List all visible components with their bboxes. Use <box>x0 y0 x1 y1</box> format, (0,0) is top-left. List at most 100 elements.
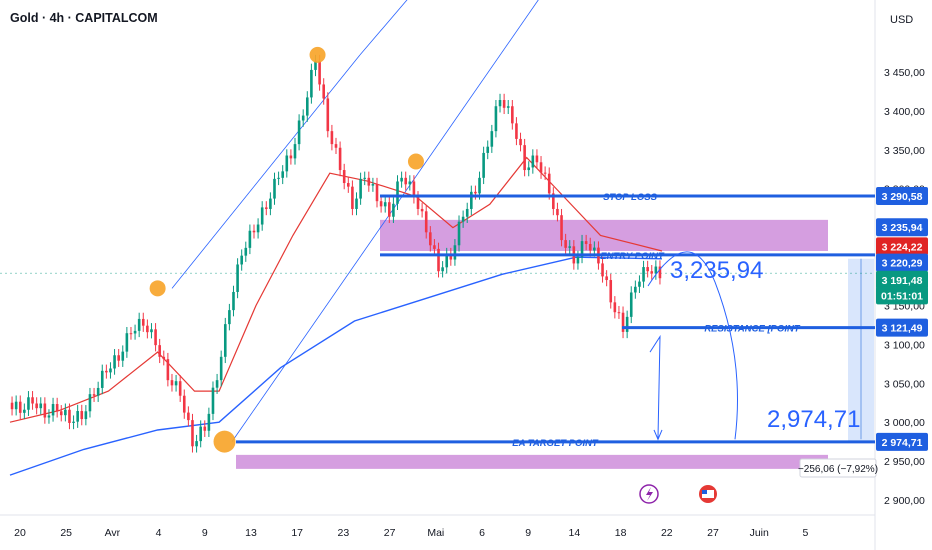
y-tick-label: 2 950,00 <box>884 456 925 468</box>
x-tick-label: 22 <box>661 527 673 539</box>
candle-body <box>35 403 38 409</box>
candle-body <box>519 138 522 146</box>
candle-body <box>182 395 186 413</box>
flag-icon-stripes[interactable] <box>702 490 714 498</box>
candle-body <box>388 202 391 217</box>
candle-body <box>420 208 424 212</box>
price-badge-3224 <box>876 237 928 256</box>
swing-point-4 <box>407 153 424 170</box>
candle-body <box>162 356 166 360</box>
candle-body <box>363 177 367 179</box>
candle-body <box>412 181 416 198</box>
price-badge-3191 <box>876 270 928 289</box>
candle-body <box>121 351 125 361</box>
candle-body <box>543 172 547 174</box>
candle-body <box>51 404 55 416</box>
candle-body <box>178 381 182 396</box>
candle-body <box>211 387 215 414</box>
candle-body <box>289 155 293 159</box>
candle-body <box>166 359 170 381</box>
candle-body <box>584 241 588 244</box>
candle-body <box>297 120 301 145</box>
candle-body <box>96 387 100 396</box>
candle-body <box>351 186 354 209</box>
price-badge-timer-text: 01:51:01 <box>881 290 923 302</box>
candle-body <box>539 162 543 173</box>
candle-body <box>80 411 84 420</box>
candle-body <box>330 131 334 145</box>
candle-body <box>137 318 141 331</box>
candle-body <box>375 184 379 202</box>
candle-body <box>14 401 18 410</box>
candle-body <box>170 380 174 386</box>
candle-body <box>195 441 198 447</box>
candle-body <box>355 198 358 209</box>
candle-body <box>154 329 157 346</box>
candle-body <box>199 426 202 442</box>
candle-body <box>465 208 469 217</box>
candle-body <box>527 167 531 171</box>
ema-200-line <box>9 256 663 476</box>
currency-label[interactable]: USD <box>890 14 914 26</box>
candle-body <box>470 191 473 209</box>
supply-zone <box>380 219 828 251</box>
price-badge-3224-text: 3 224,22 <box>882 241 923 253</box>
candle-body <box>236 264 239 292</box>
candle-body <box>457 221 461 246</box>
candle-body <box>39 403 43 409</box>
candle-body <box>207 413 211 431</box>
candle-body <box>23 409 26 413</box>
candle-body <box>347 183 350 187</box>
x-tick-label: 4 <box>156 527 162 539</box>
candle-body <box>367 177 371 186</box>
arrow-head <box>653 429 663 441</box>
candle-body <box>400 177 403 182</box>
lightning-icon-glyph[interactable] <box>646 487 653 501</box>
x-tick-label: Mai <box>427 527 444 539</box>
candle-body <box>437 248 440 272</box>
price-badge-timer <box>876 286 928 305</box>
candle-body <box>133 330 137 334</box>
y-tick-label: 3 350,00 <box>884 145 925 157</box>
candle-body <box>392 203 395 217</box>
candle-body <box>174 381 178 386</box>
candle-body <box>100 370 104 388</box>
candle-body <box>588 243 592 251</box>
candle-body <box>223 324 227 357</box>
candle-body <box>31 397 34 404</box>
flag-icon-canton[interactable] <box>702 490 707 494</box>
channel-upper-line <box>171 54 361 289</box>
ema-50-line <box>9 156 663 423</box>
candle-body <box>601 263 604 277</box>
candle-body <box>305 97 309 116</box>
candle-body <box>383 202 387 207</box>
candle-body <box>605 276 608 281</box>
candle-body <box>68 409 71 423</box>
candle-body <box>318 61 321 85</box>
price-badge-3290-text: 3 290,58 <box>882 191 923 203</box>
candle-body <box>240 255 243 265</box>
price-badge-3235-text: 3 235,94 <box>882 222 923 234</box>
candle-body <box>646 267 649 272</box>
candle-body <box>277 177 280 179</box>
candle-body <box>445 254 449 268</box>
candle-body <box>47 415 51 418</box>
candle-body <box>219 356 223 381</box>
candle-body <box>535 155 539 163</box>
candle-body <box>593 247 596 251</box>
candle-body <box>408 181 412 185</box>
ea-target-point-label: EA TARGET POINT <box>512 438 599 449</box>
candle-body <box>482 152 485 178</box>
candle-body <box>146 325 149 333</box>
candle-body <box>642 267 645 282</box>
measure-label-bg <box>799 458 877 478</box>
candle-body <box>429 232 432 246</box>
x-tick-label: Avr <box>105 527 121 539</box>
projected-drop <box>649 334 661 438</box>
y-tick-label: 3 050,00 <box>884 378 925 390</box>
price-badge-3191-text: 3 191,48 <box>882 275 923 287</box>
candle-body <box>187 412 190 421</box>
candle-body <box>629 292 633 317</box>
candle-body <box>453 245 457 260</box>
